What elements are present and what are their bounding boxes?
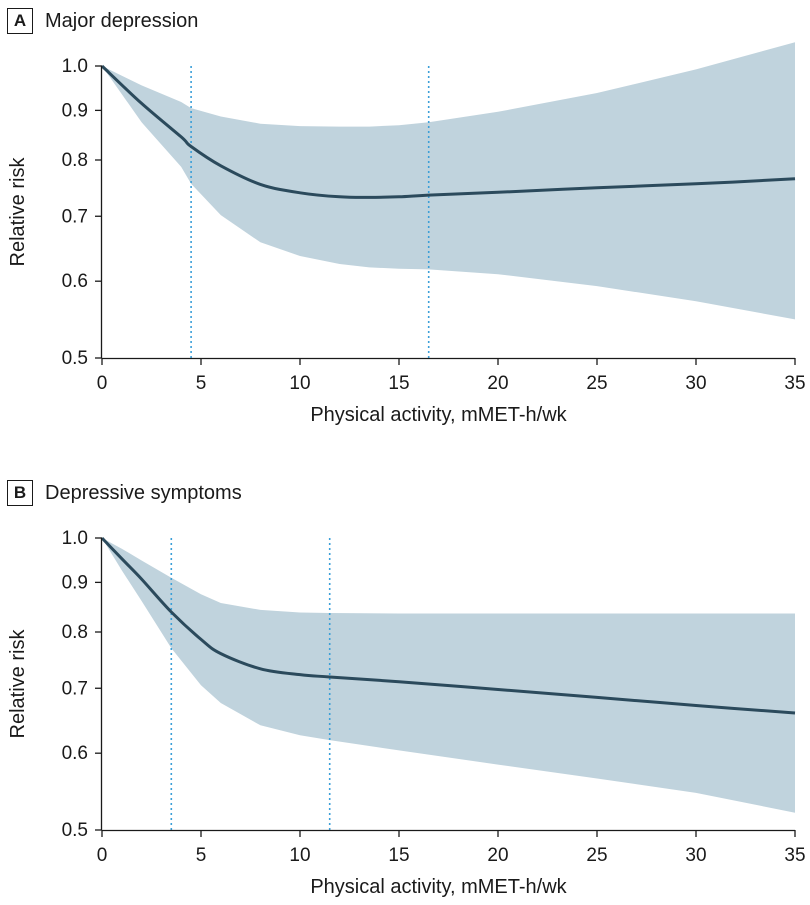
x-tick-label: 15 [388, 373, 409, 394]
confidence-band [102, 42, 795, 320]
y-tick-label: 0.9 [62, 100, 88, 121]
y-tick-label: 1.0 [62, 528, 88, 549]
x-tick-label: 10 [289, 373, 310, 394]
panel-b: B Depressive symptoms 0.5 0.6 0.7 0.8 0.9 1.0… [0, 472, 810, 905]
y-tick-label: 0.9 [62, 572, 88, 593]
confidence-band [102, 538, 795, 813]
x-tick-label: 35 [784, 845, 805, 866]
x-tick-label: 25 [586, 845, 607, 866]
y-tick-label: 0.7 [62, 206, 88, 227]
panel-b-header: B Depressive symptoms [7, 478, 242, 508]
panel-a: A Major depression 0.5 0.6 0.7 0.8 0.9 1.0 0 5 1… [0, 0, 810, 452]
x-tick-label: 15 [388, 845, 409, 866]
panel-a-title: Major depression [45, 9, 199, 32]
x-tick-label: 25 [586, 373, 607, 394]
x-tick-label: 10 [289, 845, 310, 866]
panel-b-title: Depressive symptoms [45, 481, 242, 504]
x-tick-label: 20 [487, 845, 508, 866]
x-tick-label: 5 [196, 845, 207, 866]
x-tick-label: 0 [97, 373, 108, 394]
chart-b: 0.5 0.6 0.7 0.8 0.9 1.0 0 5 10 15 20 25 30 35 Physical… [7, 528, 806, 898]
y-tick-label: 0.6 [62, 743, 88, 764]
x-axis-title: Physical activity, mMET-h/wk [310, 404, 567, 426]
x-axis-title: Physical activity, mMET-h/wk [310, 876, 567, 898]
panel-a-header: A Major depression [7, 6, 198, 36]
x-tick-label: 30 [685, 845, 706, 866]
y-axis-title: Relative risk [7, 629, 29, 739]
panel-a-letter: A [7, 8, 33, 34]
y-axis-title: Relative risk [7, 157, 29, 267]
x-tick-label: 30 [685, 373, 706, 394]
x-tick-label: 0 [97, 845, 108, 866]
y-tick-label: 0.5 [62, 820, 88, 841]
y-tick-label: 0.5 [62, 348, 88, 369]
panel-b-letter: B [7, 480, 33, 506]
x-tick-label: 20 [487, 373, 508, 394]
y-tick-label: 0.8 [62, 150, 88, 171]
y-tick-label: 0.6 [62, 271, 88, 292]
y-tick-label: 0.8 [62, 622, 88, 643]
estimate-line [100, 536, 796, 715]
chart-a: 0.5 0.6 0.7 0.8 0.9 1.0 0 5 10 15 20 25 30 35 Physical… [7, 42, 806, 426]
estimate-line [100, 64, 796, 199]
y-tick-label: 1.0 [62, 56, 88, 77]
y-tick-label: 0.7 [62, 678, 88, 699]
x-tick-label: 5 [196, 373, 207, 394]
x-tick-label: 35 [784, 373, 805, 394]
